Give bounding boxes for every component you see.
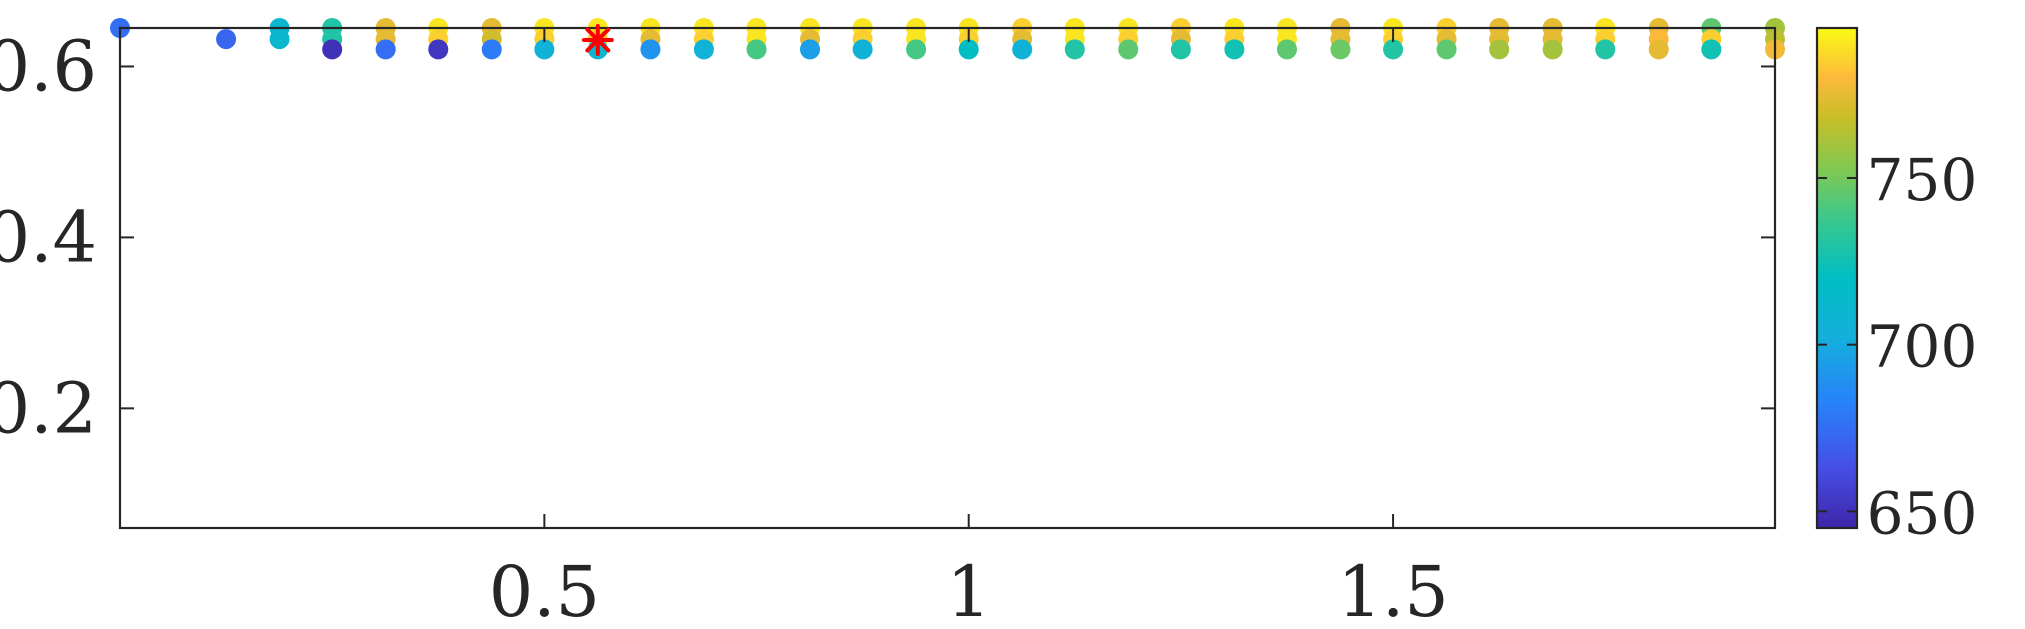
- plot-points: [110, 18, 1785, 60]
- y-tick-label: 0.2: [0, 367, 97, 449]
- data-point: [1436, 39, 1457, 60]
- colorbar-tick-label: 650: [1867, 479, 1978, 547]
- data-point: [746, 39, 767, 60]
- data-point: [800, 39, 821, 60]
- data-point: [428, 39, 449, 60]
- asterisk-marker: [581, 23, 614, 56]
- data-point: [322, 39, 343, 60]
- data-point: [640, 39, 661, 60]
- data-point: [958, 39, 979, 60]
- data-point: [1383, 39, 1404, 60]
- data-point: [375, 39, 396, 60]
- data-point: [1118, 39, 1139, 60]
- highlight-marker: [581, 23, 614, 56]
- x-tick-label: 0.5: [489, 551, 600, 629]
- data-point: [216, 29, 237, 50]
- asterisk-stroke: [585, 27, 611, 53]
- data-point: [1330, 39, 1351, 60]
- y-tick-label: 0.6: [0, 25, 97, 107]
- data-point: [481, 39, 502, 60]
- data-point: [1489, 39, 1510, 60]
- data-point: [693, 39, 714, 60]
- axes-frame: [118, 26, 1777, 530]
- y-axis: 0.2 0.4 0.6: [0, 25, 1775, 449]
- x-tick-label: 1.5: [1337, 551, 1448, 629]
- x-tick-label: 1: [946, 551, 991, 629]
- data-point: [534, 39, 555, 60]
- data-point: [1595, 39, 1616, 60]
- y-tick-label: 0.4: [0, 196, 97, 278]
- data-point: [1276, 39, 1297, 60]
- data-point: [1701, 39, 1722, 60]
- x-axis: 0.5 1 1.5: [489, 28, 1449, 629]
- data-point: [269, 29, 290, 50]
- colorbar-gradient: [1815, 26, 1859, 530]
- data-point: [906, 39, 927, 60]
- data-point: [1648, 39, 1669, 60]
- data-point: [852, 39, 873, 60]
- colorbar: 650 700 750: [1815, 26, 1978, 547]
- data-point: [1170, 39, 1191, 60]
- colorbar-tick-label: 700: [1867, 313, 1978, 381]
- colorbar-tick-label: 750: [1867, 146, 1978, 214]
- data-point: [1012, 39, 1033, 60]
- data-point: [1064, 39, 1085, 60]
- data-point: [1224, 39, 1245, 60]
- data-point: [1542, 39, 1563, 60]
